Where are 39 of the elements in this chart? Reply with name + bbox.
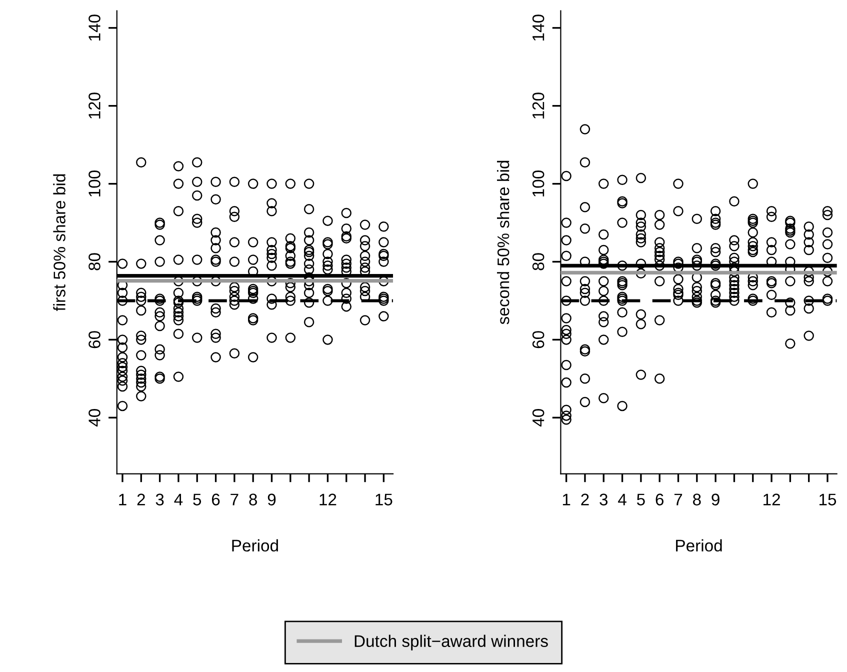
x-tick-label: 1 [562,494,570,506]
y-tick-label: 120 [88,92,100,118]
y-tick-label: 140 [532,14,544,41]
y-tick-label: 120 [532,92,544,118]
x-tick-label: 5 [193,494,202,506]
x-axis-title: Period [676,539,722,552]
x-tick-label: 7 [230,494,238,506]
y-tick-label: 80 [532,253,544,270]
y-tick-label: 100 [532,170,544,196]
x-tick-label: 12 [764,494,780,506]
x-tick-label: 4 [618,494,626,506]
x-tick-label: 4 [174,494,183,506]
x-tick-label: 3 [156,494,164,506]
x-tick-label: 7 [674,494,682,506]
x-axis-title: Period [232,539,278,552]
x-tick-label: 2 [581,494,589,506]
x-tick-label: 6 [656,494,664,506]
x-tick-label: 5 [636,494,645,506]
x-tick-label: 8 [693,494,701,506]
x-tick-label: 12 [320,494,336,506]
y-tick-label: 100 [88,170,100,196]
y-tick-label: 40 [532,409,544,427]
x-tick-label: 8 [249,494,257,506]
x-tick-label: 15 [376,494,392,506]
x-tick-label: 2 [137,494,145,506]
y-tick-label: 140 [88,14,100,41]
x-tick-label: 9 [268,494,276,506]
x-tick-label: 3 [600,494,608,506]
y-tick-label: 80 [88,253,100,270]
x-tick-label: 1 [119,494,126,506]
x-tick-label: 9 [712,494,720,506]
y-axis-title: second 50% share bid [497,160,510,324]
legend-label: Dutch split−award winners [354,634,548,650]
x-tick-label: 6 [212,494,220,506]
y-axis-title: first 50% share bid [53,174,66,312]
y-tick-label: 60 [88,331,100,348]
y-tick-label: 40 [88,409,100,427]
y-tick-label: 60 [532,331,544,348]
x-tick-label: 15 [820,494,836,506]
